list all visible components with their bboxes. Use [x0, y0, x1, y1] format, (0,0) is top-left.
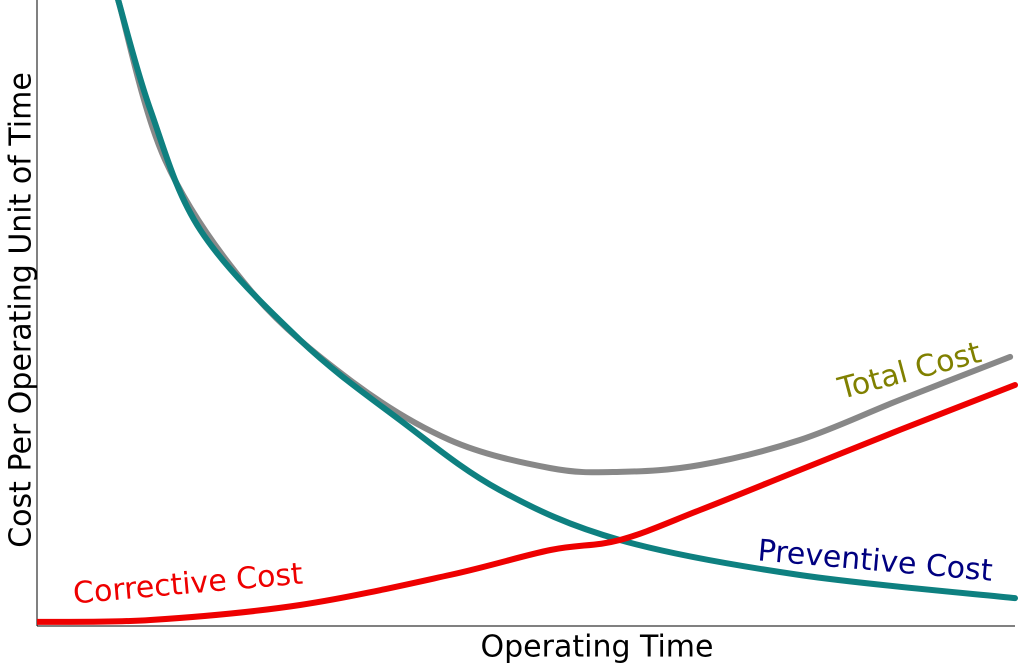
line — [115, 0, 1018, 602]
line — [37, 382, 1018, 625]
series-label: Preventive Cost — [756, 533, 994, 588]
line — [115, 0, 1014, 476]
series-label: Corrective Cost — [72, 557, 305, 612]
x-axis-label: Operating Time — [481, 630, 714, 665]
plot-area — [37, 0, 1018, 625]
y-axis-label: Cost Per Operating Unit of Time — [4, 72, 39, 548]
